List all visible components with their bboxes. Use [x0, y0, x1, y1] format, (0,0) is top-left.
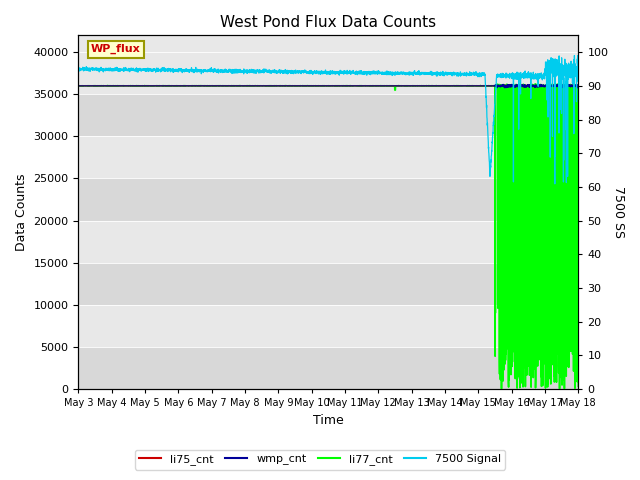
Text: WP_flux: WP_flux [91, 44, 141, 54]
X-axis label: Time: Time [313, 414, 344, 427]
Bar [79, 52, 579, 94]
Title: West Pond Flux Data Counts: West Pond Flux Data Counts [220, 15, 436, 30]
Bar [79, 347, 579, 389]
Legend: li75_cnt, wmp_cnt, li77_cnt, 7500 Signal: li75_cnt, wmp_cnt, li77_cnt, 7500 Signal [135, 450, 505, 469]
Bar [79, 94, 579, 136]
Bar [79, 136, 579, 179]
Y-axis label: 7500 SS: 7500 SS [612, 186, 625, 238]
Bar [79, 179, 579, 221]
Y-axis label: Data Counts: Data Counts [15, 173, 28, 251]
Bar [79, 221, 579, 263]
Bar [79, 263, 579, 305]
Bar [79, 305, 579, 347]
